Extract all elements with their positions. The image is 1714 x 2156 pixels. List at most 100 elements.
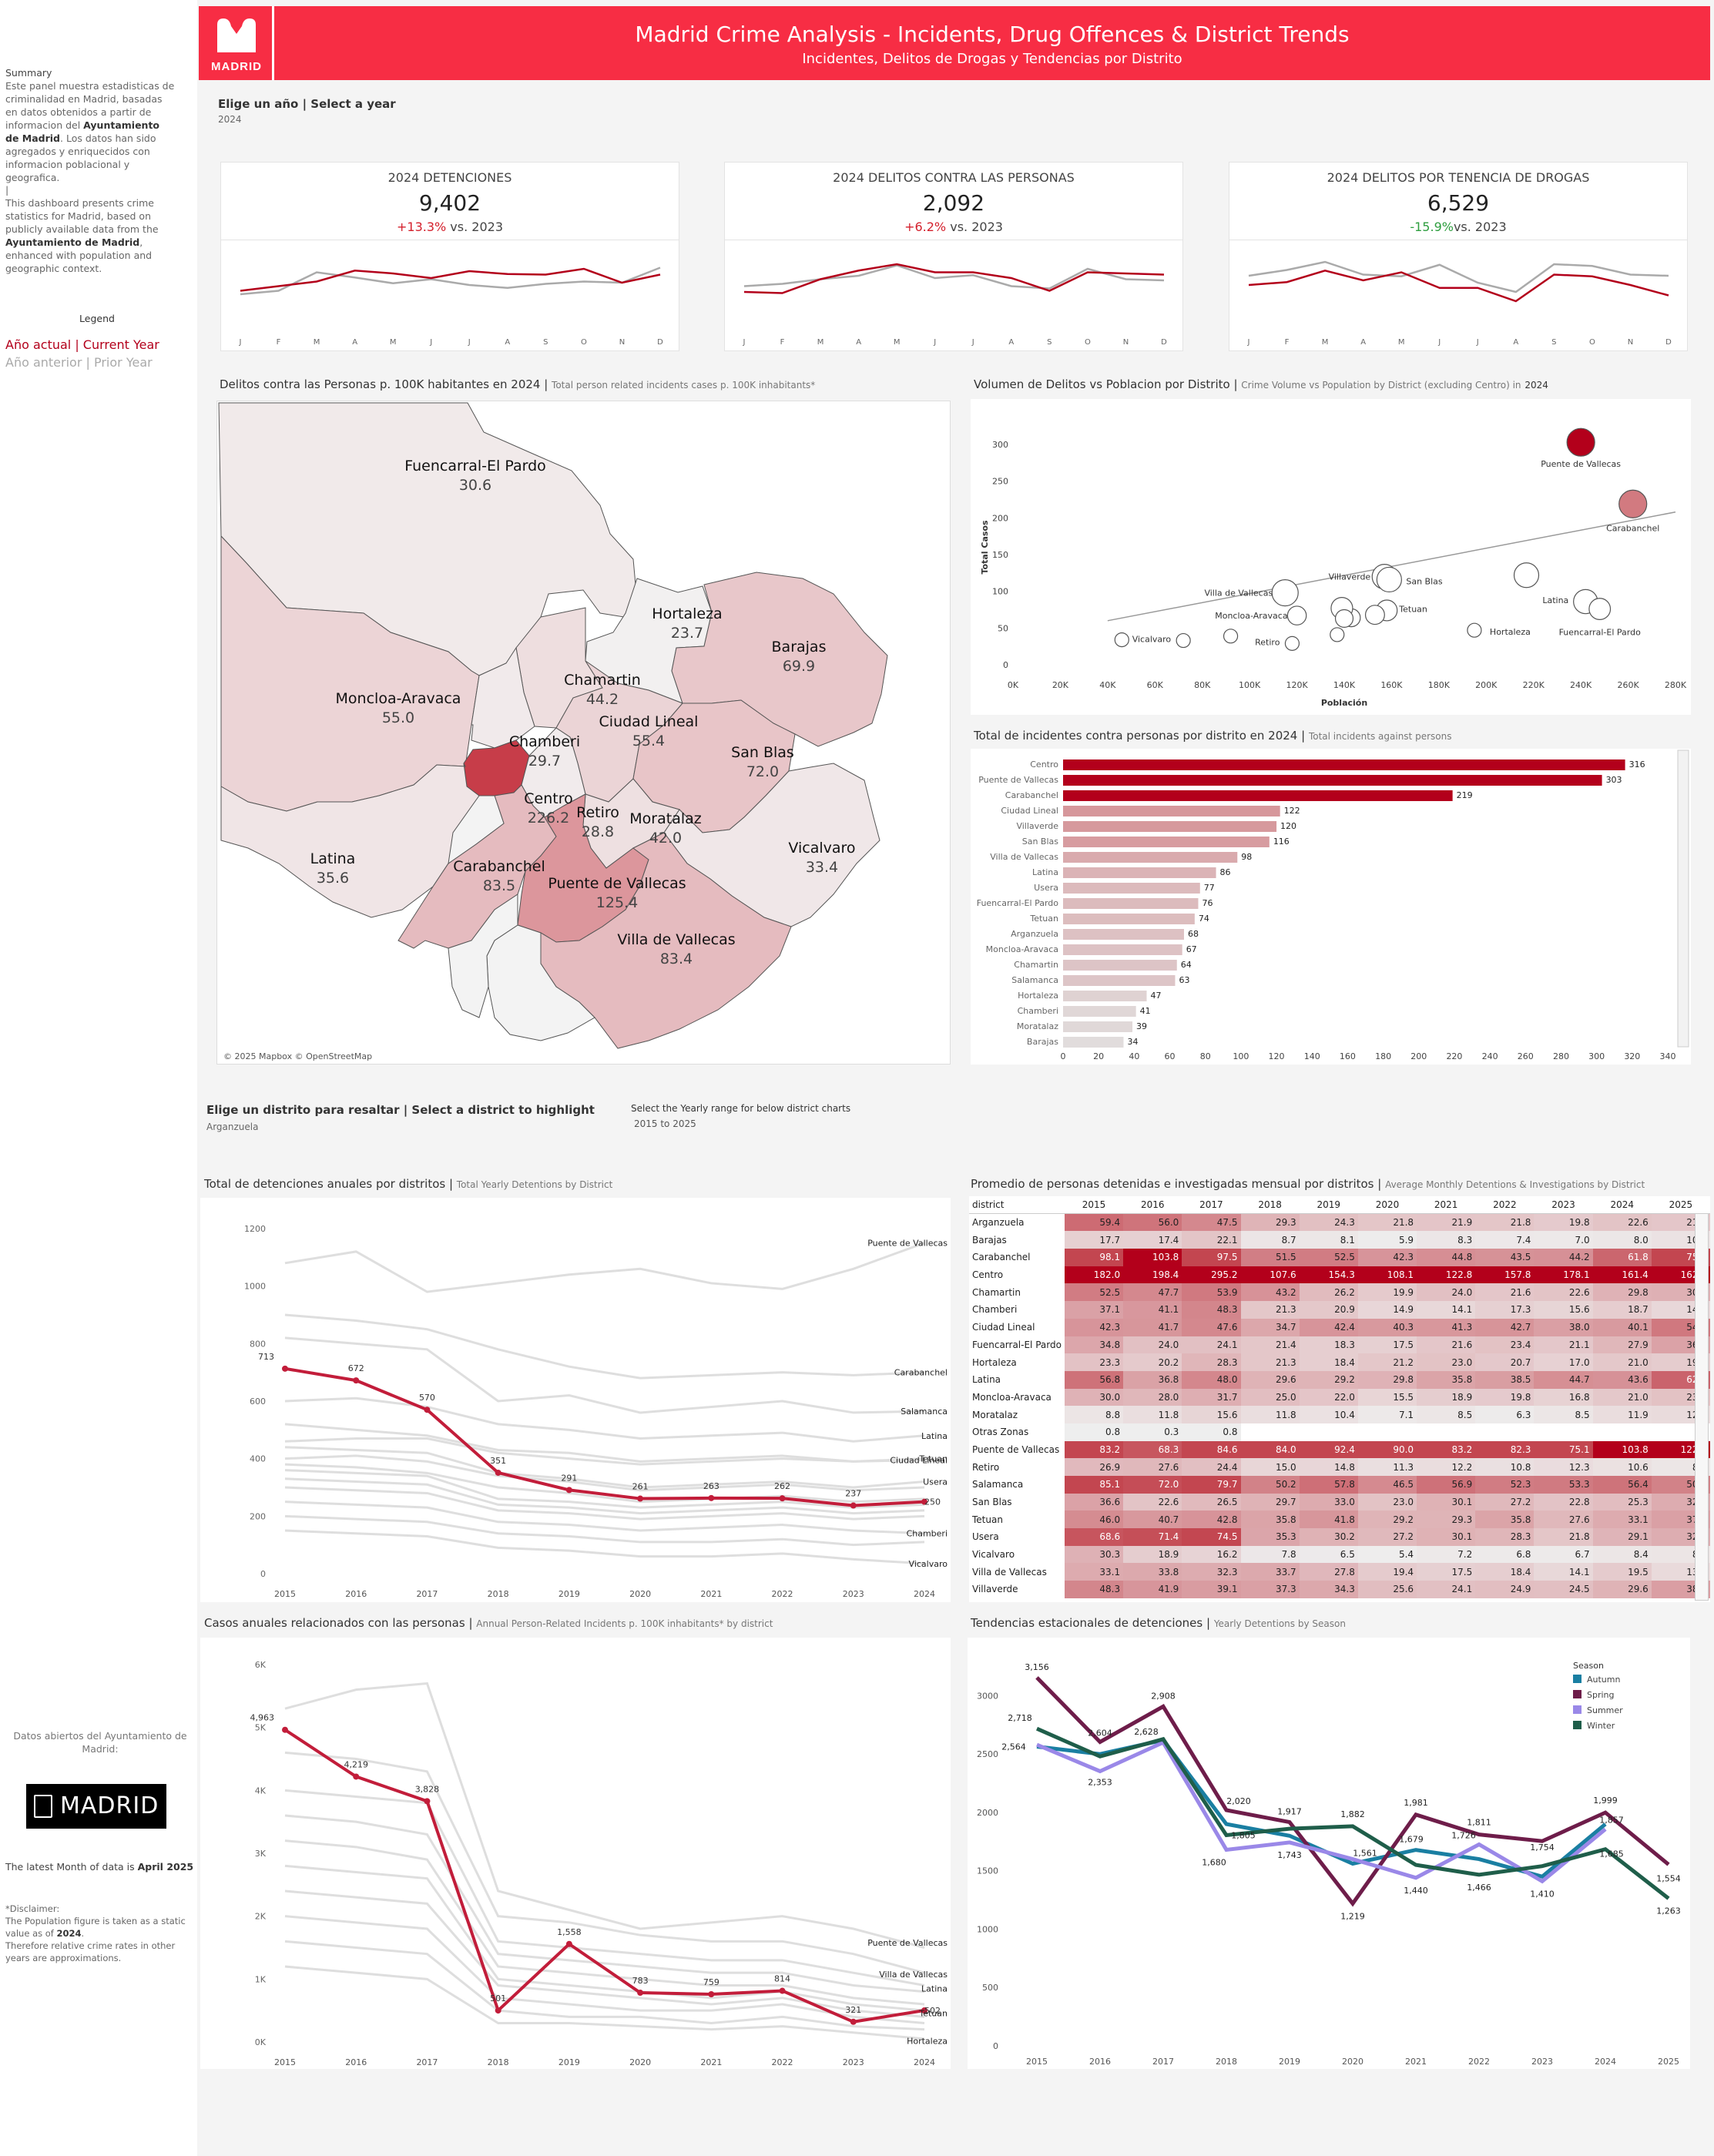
district-filter[interactable]: Elige un distrito para resaltar | Select… [206,1103,595,1132]
kpi-card[interactable]: 2024 DELITOS CONTRA LAS PERSONAS 2,092 +6.… [724,162,1183,351]
map-district-name: Carabanchel [453,858,545,875]
header-logo[interactable]: MADRID [199,6,274,80]
person-cases-chart[interactable]: 0K 1K 2K 3K 4K 5K 6K 2015 2016 2017 2018 2019 2020 20… [200,1638,951,2069]
heatmap-cell: 48.0 [1182,1370,1241,1389]
heatmap-row[interactable]: Usera 68.6 71.4 74.5 35.3 30.2 27.2 30.1 28.3 21.… [969,1528,1710,1546]
highlight-value-label: 4,963 [250,1713,275,1723]
heatmap-row[interactable]: Ciudad Lineal 42.3 41.7 47.6 34.7 42.4 40.3 41.… [969,1318,1710,1336]
legend-current-year[interactable]: Año actual | Current Year [5,337,159,352]
heatmap-row[interactable]: Tetuan 46.0 40.7 42.8 35.8 41.8 29.2 29.3 35.8 27… [969,1511,1710,1529]
range-filter[interactable]: Select the Yearly range for below distri… [631,1103,850,1129]
heatmap-cell: 17.4 [1123,1231,1182,1249]
heatmap-row[interactable]: Hortaleza 23.3 20.2 28.3 21.3 18.4 21.2 23.0 20.… [969,1353,1710,1371]
district-filter-value[interactable]: Arganzuela [206,1122,259,1132]
heatmap-row[interactable]: Centro 182.0 198.4 295.2 107.6 154.3 108.1 122.… [969,1266,1710,1284]
map-district-villaverde [448,894,518,1018]
heatmap-row[interactable]: Villa de Vallecas 33.1 33.8 32.3 33.7 27.8 19.… [969,1563,1710,1581]
heatmap-row[interactable]: Chamberi 37.1 41.1 48.3 21.3 20.9 14.9 14.1 17.3… [969,1301,1710,1319]
heatmap-row[interactable]: Chamartin 52.5 47.7 53.9 43.2 26.2 19.9 24.0 21.… [969,1283,1710,1302]
month-tick: N [1123,338,1129,347]
map-svg[interactable]: Fuencarral-El Pardo 30.6 Hortaleza 23.7 Bara… [217,401,951,1065]
heatmap-row[interactable]: Villaverde 48.3 41.9 39.1 37.3 34.3 25.6 24.1 24… [969,1581,1710,1598]
heatmap-row[interactable]: Puente de Vallecas 83.2 68.3 84.6 84.0 92.4 90… [969,1440,1710,1459]
heatmap-cell: 29.3 [1417,1511,1476,1529]
legend-prior-year[interactable]: Año anterior | Prior Year [5,355,153,370]
heatmap-row[interactable]: Retiro 26.9 27.6 24.4 15.0 14.8 11.3 12.2 10.8 12… [969,1458,1710,1476]
season-chart[interactable]: 0 500 1000 1500 2000 2500 3000 2015 2016 2017 2018… [968,1638,1690,2069]
bar-chart[interactable]: 0 20 40 60 80 100 120 140 160 180 200 220 240 260 280 3… [971,749,1691,1065]
range-filter-value[interactable]: 2015 to 2025 [634,1118,696,1129]
background-district-line [284,1463,925,1504]
madrid-logo[interactable]: MADRID [26,1784,166,1829]
bar-category: Ciudad Lineal [1001,806,1058,816]
kpi-card[interactable]: 2024 DETENCIONES 9,402 +13.3% vs. 2023 J F M A… [220,162,679,351]
heatmap-cell: 107.6 [1240,1266,1300,1284]
x-tick: 2017 [416,1589,438,1599]
current-year-line [743,263,1165,294]
heatmap-cell: 8.3 [1417,1231,1476,1249]
bar-category: Chamberi [1018,1006,1058,1016]
heatmap-cell: 122.8 [1417,1266,1476,1284]
highlight-point [779,1987,786,1994]
heatmap-cell: 29.3 [1240,1213,1300,1232]
heatmap-row[interactable]: Arganzuela 59.4 56.0 47.5 29.3 24.3 21.8 21.9 21… [969,1213,1710,1232]
district-map[interactable]: Fuencarral-El Pardo 30.6 Hortaleza 23.7 Bara… [216,401,951,1065]
scatter-point [1588,598,1612,620]
highlight-value-label: 263 [703,1481,719,1491]
year-filter[interactable]: Elige un año | Select a year 2024 [218,97,396,125]
year-filter-value[interactable]: 2024 [218,114,242,125]
bar-value: 64 [1181,960,1192,970]
x-tick: 0K [1008,680,1019,690]
heatmap-row[interactable]: Barajas 17.7 17.4 22.1 8.7 8.1 5.9 8.3 7.4 7.0 8.0… [969,1231,1710,1249]
heatmap-cell: 29.8 [1357,1370,1417,1389]
district-end-label: Chamberi [907,1529,948,1539]
heatmap-row[interactable]: Carabanchel 98.1 103.8 97.5 51.5 52.5 42.3 44.8… [969,1249,1710,1266]
y-tick: 1000 [244,1282,266,1292]
heatmap-cell: 22.8 [1534,1493,1593,1511]
heatmap-cell: 14.1 [1534,1563,1593,1581]
heatmap-cell: 8.8 [1064,1406,1124,1423]
bar-value: 39 [1136,1021,1147,1031]
x-tick: 2016 [345,1589,367,1599]
highlight-point [637,1495,644,1502]
legend-entry: Spring [1587,1690,1615,1700]
x-tick: 2018 [488,1589,509,1599]
scatter-point-label: Retiro [1255,637,1280,647]
detentions-chart[interactable]: 0 200 400 600 800 1000 1200 2015 2016 2017 2018 201… [200,1198,951,1602]
scatter-point [1618,489,1648,518]
heatmap-row[interactable]: Vicalvaro 30.3 18.9 16.2 7.8 6.5 5.4 7.2 6.8 6.7 8… [969,1545,1710,1564]
heatmap-cell: 92.4 [1299,1440,1358,1459]
heatmap-cell: 21.2 [1357,1353,1417,1371]
heatmap-cell: 20.2 [1123,1353,1182,1371]
heatmap-cell: 97.5 [1182,1249,1241,1266]
season-value-label: 1,754 [1530,1842,1555,1853]
heatmap-row[interactable]: Moncloa-Aravaca 30.0 28.0 31.7 25.0 22.0 15.5 1… [969,1388,1710,1407]
map-attribution[interactable]: © 2025 Mapbox © OpenStreetMap [223,1051,373,1061]
heatmap-cell: 29.6 [1240,1370,1300,1389]
heatmap-cell: 17.7 [1064,1231,1124,1249]
heatmap-cell: 35.8 [1417,1370,1476,1389]
map-district-name: Barajas [772,639,827,656]
heatmap-cell: 29.2 [1299,1370,1358,1389]
district-end-label: Latina [921,1431,948,1441]
heatmap-row[interactable]: Salamanca 85.1 72.0 79.7 50.2 57.8 46.5 56.9 52.… [969,1476,1710,1494]
highlight-point [850,1502,857,1509]
heatmap-cell: 29.2 [1357,1511,1417,1529]
kpi-card[interactable]: 2024 DELITOS POR TENENCIA DE DROGAS 6,529… [1229,162,1688,351]
heatmap-cell: 178.1 [1534,1266,1593,1284]
heatmap-cell: 25.3 [1592,1493,1652,1511]
heatmap-row[interactable]: Latina 56.8 36.8 48.0 29.6 29.2 29.8 35.8 38.5 44… [969,1370,1710,1389]
heatmap-panel[interactable]: district 2015 2016 2017 2018 2019 2020 2021 2022… [969,1196,1710,1602]
heatmap-cell: 14.1 [1417,1301,1476,1319]
heatmap-scrollbar[interactable] [1695,1213,1709,1601]
heatmap-row[interactable]: Moratalaz 8.8 11.8 15.6 11.8 10.4 7.1 8.5 6.3 8.5… [969,1406,1710,1423]
scatter-chart[interactable]: 0K 20K 40K 60K 80K 100K 120K 140K 160K 180K 200K 22… [971,399,1691,715]
heatmap-row[interactable]: Otras Zonas 0.8 0.3 0.8 [969,1423,1710,1441]
heatmap-cell: 17.5 [1417,1563,1476,1581]
scatter-point [1330,627,1345,642]
x-tick: 160K [1380,680,1403,690]
season-value-label: 3,156 [1025,1662,1049,1672]
heatmap-row[interactable]: San Blas 36.6 22.6 26.5 29.7 33.0 23.0 30.1 27.2… [969,1493,1710,1511]
heatmap-row[interactable]: Fuencarral-El Pardo 34.8 24.0 24.1 21.4 18.3 1… [969,1336,1710,1354]
heatmap-cell: 68.6 [1064,1528,1124,1546]
